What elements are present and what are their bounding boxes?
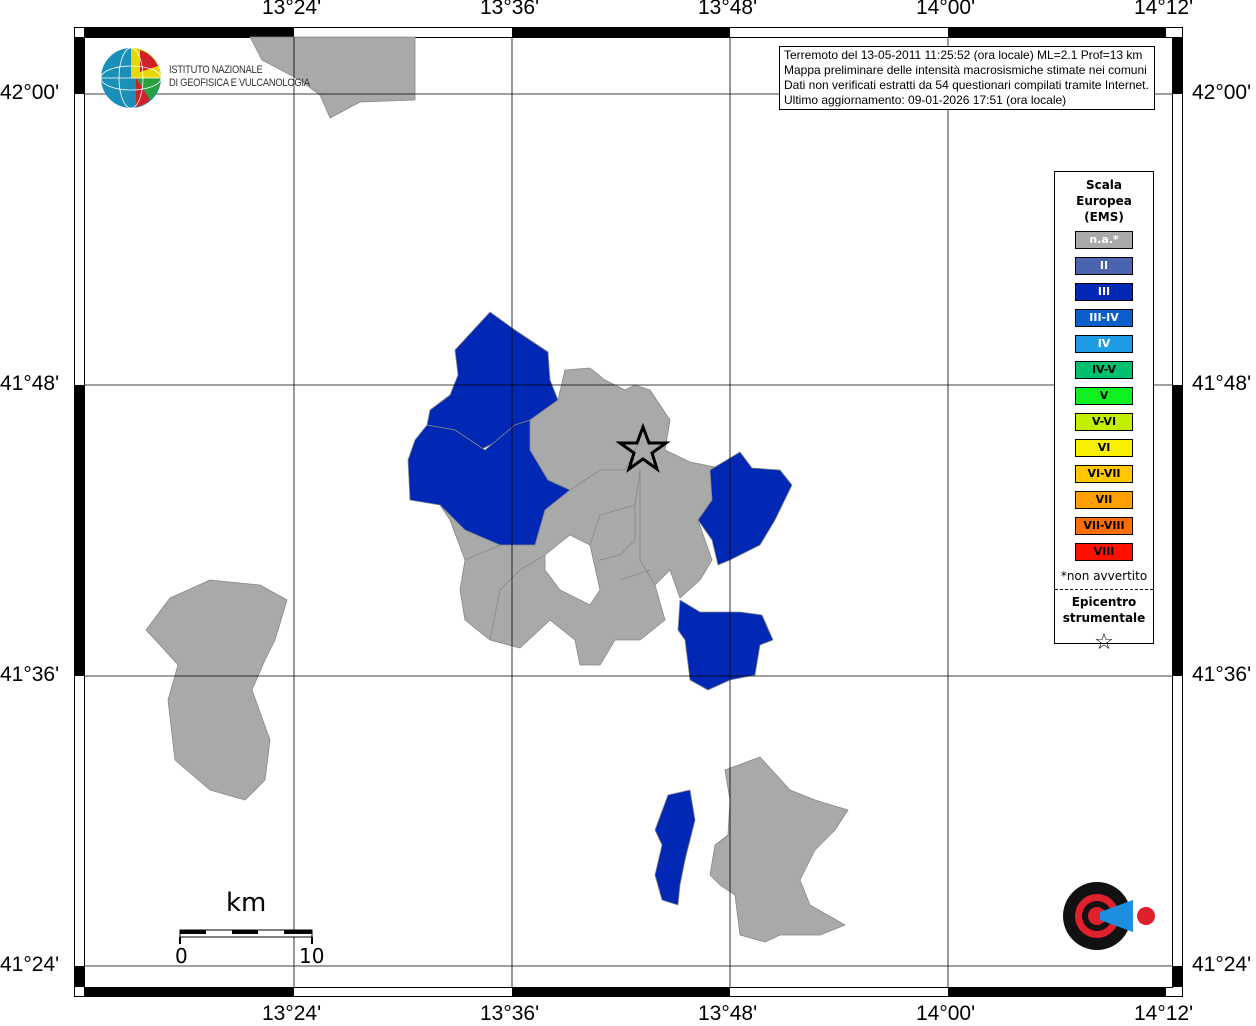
- legend-swatch: VIII: [1075, 543, 1133, 561]
- lon-tick-bottom: 14°00': [916, 1002, 976, 1025]
- lon-tick-bottom: 14°12': [1134, 1002, 1194, 1025]
- legend-swatch: IV-V: [1075, 361, 1133, 379]
- lat-tick-left: 41°36': [0, 663, 60, 686]
- lon-tick-bottom: 13°36': [480, 1002, 540, 1025]
- legend-swatch: III-IV: [1075, 309, 1133, 327]
- info-line: Dati non verificati estratti da 54 quest…: [784, 78, 1149, 92]
- lon-tick-top: 14°00': [916, 0, 976, 19]
- epicenter-legend-title: Epicentro strumentale: [1055, 594, 1153, 626]
- legend-swatch: II: [1075, 257, 1133, 275]
- graticule: [84, 37, 1172, 987]
- legend-swatches: n.a.* II III III-IV IV IV-V V V-VI VI VI-VII VII VI…: [1055, 231, 1153, 561]
- legend-swatch: V-VI: [1075, 413, 1133, 431]
- legend-swatch: VII: [1075, 491, 1133, 509]
- legend: Scala Europea (EMS) n.a.* II III III-IV IV IV…: [1054, 171, 1154, 655]
- legend-swatch: III: [1075, 283, 1133, 301]
- lon-tick-top: 13°48': [698, 0, 758, 19]
- legend-note: *non avvertito: [1060, 569, 1148, 583]
- epicenter-star-icon: ☆: [1094, 630, 1114, 655]
- event-info-box: Terremoto del 13-05-2011 11:25:52 (ora l…: [779, 46, 1155, 110]
- lat-tick-right: 41°48': [1192, 372, 1252, 395]
- legend-title-line: Scala: [1085, 178, 1123, 192]
- hsit-logo: [1063, 882, 1155, 950]
- legend-divider: [1055, 589, 1153, 590]
- legend-swatch: IV: [1075, 335, 1133, 353]
- ingv-line1: ISTITUTO NAZIONALE: [169, 64, 263, 76]
- lat-tick-left: 42°00': [0, 81, 60, 104]
- municipality-na: [709, 756, 849, 943]
- lat-tick-right: 41°36': [1192, 663, 1252, 686]
- ingv-logo-text: ISTITUTO NAZIONALE DI GEOFISICA E VULCAN…: [169, 64, 335, 90]
- lon-tick-top: 13°36': [480, 0, 540, 19]
- municipality-III: [407, 419, 571, 546]
- scale-bar: [179, 929, 313, 944]
- lat-tick-right: 42°00': [1192, 81, 1252, 104]
- lon-tick-top: 14°12': [1134, 0, 1194, 19]
- legend-swatch: n.a.*: [1075, 231, 1133, 249]
- lon-tick-bottom: 13°24': [262, 1002, 322, 1025]
- lat-tick-right: 41°24': [1192, 953, 1252, 976]
- info-line: Ultimo aggiornamento: 09-01-2026 17:51 (…: [784, 93, 1067, 107]
- municipality-III: [654, 789, 696, 906]
- scale-unit: km: [226, 888, 267, 918]
- scale-min: 0: [175, 944, 188, 968]
- epicenter-star-icon: [615, 422, 671, 473]
- epicenter-title-line: strumentale: [1062, 611, 1146, 625]
- info-line: Terremoto del 13-05-2011 11:25:52 (ora l…: [784, 48, 1143, 62]
- lat-tick-left: 41°24': [0, 953, 60, 976]
- legend-swatch: VI: [1075, 439, 1133, 457]
- municipality-III: [677, 599, 774, 691]
- municipality-III: [697, 451, 793, 566]
- scale-max: 10: [299, 944, 325, 968]
- municipality-na: [145, 579, 288, 801]
- legend-swatch: VI-VII: [1075, 465, 1133, 483]
- map-frame-bars: [75, 28, 1182, 996]
- legend-swatch: V: [1075, 387, 1133, 405]
- ingv-logo-globe: [100, 47, 162, 109]
- ingv-line2: DI GEOFISICA E VULCANOLOGIA: [169, 77, 310, 89]
- legend-title-line: (EMS): [1084, 210, 1124, 224]
- legend-title-line: Europea: [1076, 194, 1132, 208]
- legend-title: Scala Europea (EMS): [1055, 177, 1153, 225]
- info-line: Mappa preliminare delle intensità macros…: [784, 63, 1147, 77]
- epicenter-title-line: Epicentro: [1071, 595, 1137, 609]
- lat-tick-left: 41°48': [0, 372, 60, 395]
- lon-tick-bottom: 13°48': [698, 1002, 758, 1025]
- municipality-na: [249, 36, 416, 119]
- legend-swatch: VII-VIII: [1075, 517, 1133, 535]
- lon-tick-top: 13°24': [262, 0, 322, 19]
